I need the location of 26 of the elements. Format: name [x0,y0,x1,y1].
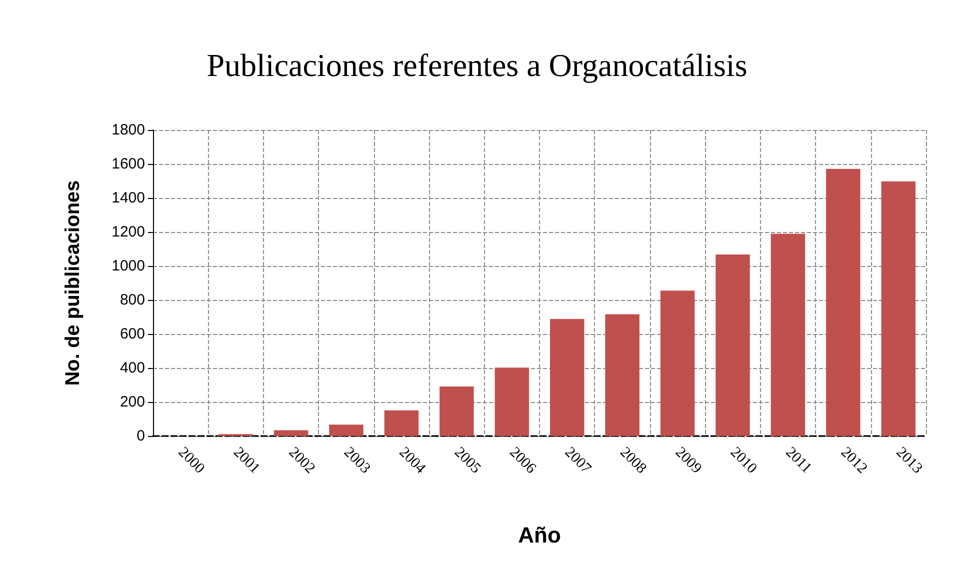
bar [716,254,750,436]
bar [274,430,308,436]
bar [384,410,419,436]
y-tick-label: 1400 [112,190,145,206]
bar [881,181,916,436]
bar [440,386,474,436]
y-tick-label: 400 [120,360,145,376]
bar [329,424,364,436]
bar [494,368,530,436]
y-tick-label: 1000 [112,258,145,274]
y-axis-title: No. de puiblicaciones [62,180,84,386]
y-tick-label: 1600 [112,156,145,172]
x-tick-label: 2007 [561,444,594,478]
y-tick-label: 1800 [112,122,145,138]
y-tick-label: 0 [136,428,145,444]
bar [660,290,695,436]
bar [826,168,860,436]
y-tick-label: 600 [120,326,145,342]
y-tick-label: 200 [120,394,145,410]
y-tick-label: 1200 [112,224,145,240]
bar [550,319,584,436]
y-tick-label: 800 [120,292,145,308]
bar [605,314,640,436]
chart-title: Publicaciones referentes a Organocatálisis [206,47,748,83]
x-axis-title: Año [518,522,561,548]
bar [770,234,806,436]
